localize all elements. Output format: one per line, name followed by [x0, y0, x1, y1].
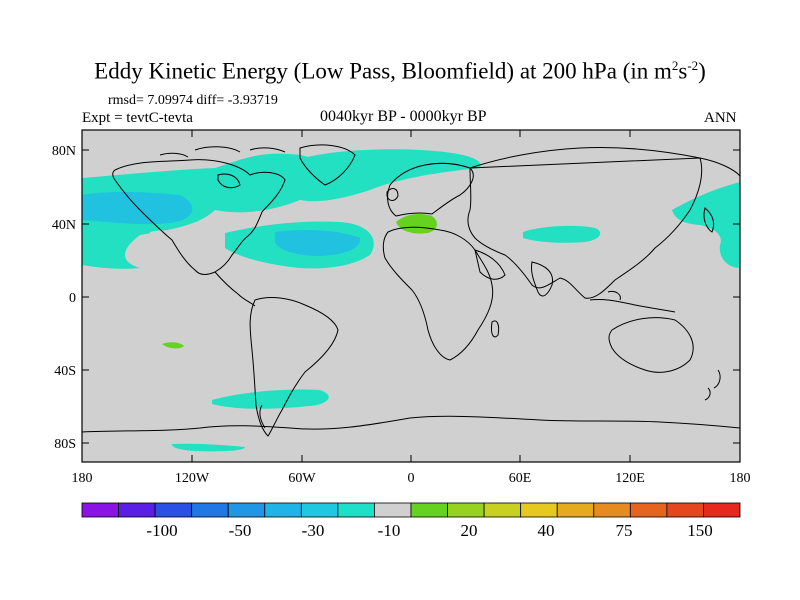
coast-indonesia [589, 291, 676, 313]
stats-text: rmsd= 7.09974 diff= -3.93719 [108, 93, 278, 108]
coast-japan [703, 207, 715, 233]
colorbar-swatch [118, 502, 156, 518]
y-tick-label: 40S [54, 364, 76, 379]
y-tick-label: 80S [54, 437, 76, 452]
colorbar-swatch [81, 502, 119, 518]
anomaly-region-north-pacific [82, 153, 319, 269]
colorbar-label: -30 [302, 521, 325, 540]
colorbar-label: 20 [461, 521, 478, 540]
anomaly-region-asia [523, 225, 601, 243]
colorbar-swatch [483, 502, 522, 518]
colorbar-swatch [593, 502, 631, 518]
colorbar-swatch [264, 502, 302, 518]
colorbar-swatch [154, 502, 193, 518]
x-tick-label: 180 [72, 471, 93, 486]
anomaly-region-atlantic-core [275, 230, 361, 256]
period-label: 0040kyr BP - 0000kyr BP [320, 108, 487, 125]
x-tick-labels: 180 120W 60W 0 60E 120E 180 [72, 471, 751, 486]
plot-title: Eddy Kinetic Energy (Low Pass, Bloomfiel… [94, 58, 706, 84]
colorbar-label: -50 [229, 521, 252, 540]
colorbar-swatch [191, 502, 229, 518]
coast-arctic-islands [159, 146, 286, 158]
colorbar-swatch [337, 502, 375, 518]
colorbar-labels: -100 -50 -30 -10 20 40 75 150 [146, 521, 712, 540]
colorbar-label: -10 [378, 521, 401, 540]
coast-new-zealand [704, 369, 721, 401]
coast-australia [608, 317, 694, 373]
colorbar [81, 502, 741, 518]
colorbar-label: 40 [538, 521, 555, 540]
anomaly-region-south-pacific [162, 342, 184, 349]
colorbar-label: 150 [687, 521, 713, 540]
experiment-label: Expt = tevtC-tevta [82, 110, 193, 126]
colorbar-swatch [227, 502, 266, 518]
coast-greenland [299, 144, 356, 186]
y-tick-label: 0 [69, 291, 76, 306]
x-tick-label: 180 [730, 471, 751, 486]
colorbar-label: -100 [146, 521, 177, 540]
x-tick-label: 60E [509, 471, 532, 486]
x-tick-label: 120W [175, 471, 210, 486]
coast-africa [382, 226, 494, 361]
axis-ticks [81, 130, 741, 462]
anomaly-region-pacific-blue [82, 191, 193, 225]
coast-europe [387, 162, 474, 217]
y-tick-labels: 80N 40N 0 40S 80S [52, 144, 76, 452]
anomaly-region-antarctic [172, 443, 245, 452]
y-tick-label: 80N [52, 144, 76, 159]
anomaly-region-southern-ocean [212, 389, 329, 409]
colorbar-label: 75 [616, 521, 633, 540]
coast-antarctic-peninsula [259, 404, 266, 429]
colorbar-swatch [703, 502, 741, 518]
colorbar-swatch [374, 502, 412, 518]
anomaly-region-mediterranean [396, 214, 437, 234]
x-tick-label: 0 [408, 471, 415, 486]
coast-arabia [474, 249, 506, 280]
y-tick-label: 40N [52, 218, 76, 233]
colorbar-swatch [666, 502, 704, 518]
colorbar-swatch [447, 502, 485, 518]
coast-india [531, 261, 554, 297]
coast-north-america [112, 159, 286, 275]
anomaly-region-north-atlantic-high [295, 149, 481, 202]
coast-madagascar [491, 320, 500, 338]
colorbar-swatch [556, 502, 595, 518]
x-tick-label: 60W [288, 471, 316, 486]
colorbar-swatch [300, 502, 339, 518]
coast-hudson-bay [217, 173, 241, 189]
colorbar-swatch [520, 502, 558, 518]
colorbar-swatch [629, 502, 668, 518]
coast-south-america [249, 297, 339, 437]
coastlines [81, 144, 741, 437]
anomaly-region-pacific-gap [150, 230, 195, 244]
colorbar-swatch [410, 502, 448, 518]
season-label: ANN [704, 110, 737, 126]
coast-uk [386, 188, 399, 201]
x-tick-label: 120E [615, 471, 645, 486]
coast-antarctica [81, 415, 741, 433]
coast-central-america [214, 271, 256, 307]
coast-asia [467, 146, 741, 299]
